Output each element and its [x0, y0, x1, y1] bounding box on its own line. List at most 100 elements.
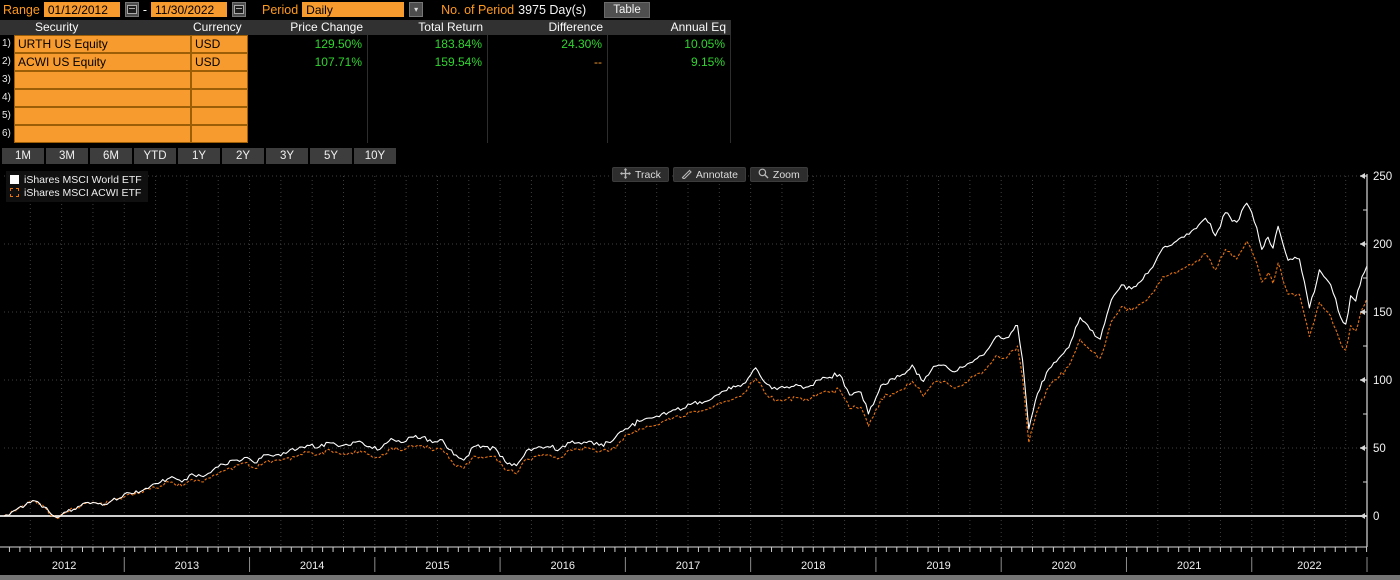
difference-cell: --: [488, 53, 608, 71]
calendar-icon: [234, 5, 245, 14]
range-button-bar: 1M 3M 6M YTD 1Y 2Y 3Y 5Y 10Y: [2, 148, 396, 164]
y-tick-arrow: [1360, 241, 1365, 247]
row-number[interactable]: 3): [2, 74, 11, 85]
performance-chart[interactable]: 0 50 100 150 200 250 2012 2013 2014 2015 2016 2017 2…: [0, 166, 1400, 580]
security-cell[interactable]: [14, 89, 191, 107]
security-cell[interactable]: [14, 125, 191, 143]
table-row: 5): [0, 107, 731, 125]
x-axis-year-label: 2016: [550, 560, 574, 572]
chart-button-label: Track: [635, 168, 661, 181]
range-start-input[interactable]: 01/12/2012: [43, 2, 120, 17]
legend-item[interactable]: iShares MSCI World ETF: [10, 173, 142, 186]
range-start-calendar-button[interactable]: [124, 2, 139, 17]
difference-cell: [488, 107, 608, 125]
series-acwi: [3, 240, 1368, 520]
no-of-period-label: No. of Period: [441, 2, 515, 17]
total-return-cell: [368, 125, 488, 143]
y-tick-arrow: [1360, 445, 1365, 451]
annual-eq-cell: [608, 107, 731, 125]
zoom-button[interactable]: Zoom: [749, 167, 808, 182]
x-axis-year-label: 2022: [1297, 560, 1321, 572]
range-button-5y[interactable]: 5Y: [310, 148, 352, 164]
difference-cell: [488, 89, 608, 107]
difference-cell: 24.30%: [488, 35, 608, 53]
zoom-icon: [758, 168, 769, 182]
security-cell[interactable]: [14, 71, 191, 89]
bottom-scroll-strip[interactable]: [0, 575, 1400, 580]
table-row: 6): [0, 125, 731, 143]
y-tick-arrow: [1360, 309, 1365, 315]
table-button[interactable]: Table: [604, 1, 650, 18]
currency-cell[interactable]: [191, 89, 248, 107]
y-tick-arrow: [1360, 173, 1365, 179]
range-button-3m[interactable]: 3M: [46, 148, 88, 164]
x-axis-year-label: 2021: [1177, 560, 1201, 572]
annotate-button[interactable]: Annotate: [672, 167, 746, 182]
security-cell[interactable]: ACWI US Equity: [14, 53, 191, 71]
range-button-2y[interactable]: 2Y: [222, 148, 264, 164]
legend-item[interactable]: iShares MSCI ACWI ETF: [10, 186, 142, 199]
range-separator: -: [142, 2, 148, 17]
track-button[interactable]: Track: [612, 167, 669, 182]
difference-cell: [488, 71, 608, 89]
column-header-annual-eq: Annual Eq: [670, 20, 726, 34]
toolbar: Range 01/12/2012 - 11/30/2022 Period Dai…: [0, 0, 1400, 19]
chevron-down-icon: ▾: [414, 5, 419, 14]
row-number[interactable]: 6): [2, 128, 11, 139]
range-button-1y[interactable]: 1Y: [178, 148, 220, 164]
price-change-cell: [248, 107, 368, 125]
table-row: 1) URTH US Equity USD 129.50% 183.84% 24.30% 1…: [0, 35, 731, 53]
annual-eq-cell: [608, 125, 731, 143]
currency-cell[interactable]: [191, 107, 248, 125]
period-dropdown-button[interactable]: ▾: [409, 2, 424, 17]
range-end-calendar-button[interactable]: [232, 2, 247, 17]
range-button-1m[interactable]: 1M: [2, 148, 44, 164]
chart-area: 0 50 100 150 200 250 2012 2013 2014 2015 2016 2017 2…: [0, 166, 1400, 580]
period-select[interactable]: Daily: [302, 2, 405, 17]
currency-cell[interactable]: [191, 71, 248, 89]
total-return-cell: [368, 107, 488, 125]
x-axis-year-label: 2020: [1052, 560, 1076, 572]
table-row: 3): [0, 71, 731, 89]
price-change-cell: [248, 89, 368, 107]
row-number[interactable]: 5): [2, 110, 11, 121]
x-axis-year-label: 2012: [52, 560, 76, 572]
range-button-6m[interactable]: 6M: [90, 148, 132, 164]
annotate-icon: [681, 168, 692, 182]
price-change-cell: [248, 71, 368, 89]
row-number[interactable]: 4): [2, 92, 11, 103]
row-number[interactable]: 1): [2, 38, 11, 49]
price-change-cell: [248, 125, 368, 143]
range-button-3y[interactable]: 3Y: [266, 148, 308, 164]
x-axis-year-label: 2015: [425, 560, 449, 572]
x-axis-year-label: 2014: [300, 560, 324, 572]
price-change-cell: 107.71%: [248, 53, 368, 71]
row-number[interactable]: 2): [2, 56, 11, 67]
security-cell[interactable]: [14, 107, 191, 125]
range-button-ytd[interactable]: YTD: [134, 148, 176, 164]
difference-cell: [488, 125, 608, 143]
currency-cell[interactable]: USD: [191, 35, 248, 53]
chart-legend: iShares MSCI World ETF iShares MSCI ACWI …: [6, 171, 148, 202]
currency-cell[interactable]: USD: [191, 53, 248, 71]
total-return-cell: [368, 71, 488, 89]
table-header-row: Security Currency Price Change Total Return…: [0, 20, 731, 35]
security-cell[interactable]: URTH US Equity: [14, 35, 191, 53]
y-tick-arrow: [1360, 513, 1365, 519]
price-change-cell: 129.50%: [248, 35, 368, 53]
legend-label: iShares MSCI ACWI ETF: [24, 186, 142, 199]
y-axis-label: 150: [1373, 307, 1392, 319]
range-button-10y[interactable]: 10Y: [354, 148, 396, 164]
annual-eq-cell: [608, 71, 731, 89]
currency-cell[interactable]: [191, 125, 248, 143]
column-header-currency: Currency: [193, 20, 242, 34]
x-axis-year-label: 2013: [175, 560, 199, 572]
series-world: [3, 202, 1368, 518]
annual-eq-cell: 9.15%: [608, 53, 731, 71]
comparison-table: Security Currency Price Change Total Return…: [0, 20, 731, 143]
column-header-difference: Difference: [548, 20, 603, 34]
x-axis-year-label: 2018: [801, 560, 825, 572]
range-end-input[interactable]: 11/30/2022: [151, 2, 228, 17]
y-tick-arrow: [1360, 377, 1365, 383]
